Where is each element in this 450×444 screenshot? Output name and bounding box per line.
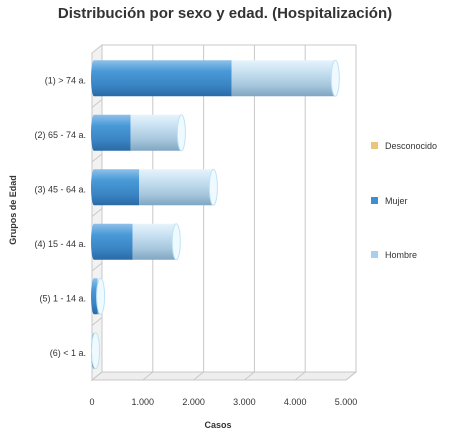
bar-segment-mujer <box>94 169 140 206</box>
bar-cap-start <box>91 169 97 206</box>
y-tick-labels: (1) > 74 a. (2) 65 - 74 a. (3) 45 - 64 a. (… <box>34 75 86 358</box>
bar-cap-end <box>330 59 340 97</box>
bar-cap-start <box>91 60 97 97</box>
legend-label-mujer: Mujer <box>385 196 408 206</box>
bar-segment-hombre <box>231 60 336 97</box>
bar-cap-end <box>91 332 101 370</box>
gridlines <box>91 45 357 381</box>
bar-cap-end <box>96 277 106 315</box>
legend-swatch-mujer <box>371 197 378 204</box>
bar-segment-hombre <box>130 114 182 151</box>
y-axis-title: Grupos de Edad <box>8 175 18 245</box>
bar-cap-end <box>208 168 218 206</box>
bars <box>91 59 340 370</box>
bar-cap-end <box>171 223 181 261</box>
x-tick-label: 2.000 <box>182 397 205 407</box>
bar-segment-hombre <box>132 223 177 260</box>
y-tick-label: (3) 45 - 64 a. <box>34 184 86 194</box>
legend-label-desconocido: Desconocido <box>385 141 437 151</box>
x-tick-label: 0 <box>89 397 94 407</box>
x-tick-label: 3.000 <box>233 397 256 407</box>
bar-cap-end <box>176 114 186 152</box>
gridline-floor <box>193 371 204 381</box>
band-separator <box>91 153 103 163</box>
bar-cap-start <box>91 278 97 315</box>
x-axis-title: Casos <box>204 420 231 430</box>
gridline-floor <box>91 371 103 381</box>
x-tick-label: 1.000 <box>132 397 155 407</box>
y-tick-label: (2) 65 - 74 a. <box>34 130 86 140</box>
band-separator <box>91 317 103 326</box>
y-tick-label: (5) 1 - 14 a. <box>39 293 86 303</box>
y-tick-label: (1) > 74 a. <box>45 75 86 85</box>
plot-floor <box>90 371 358 381</box>
x-tick-label: 5.000 <box>335 397 358 407</box>
bar-segment-hombre <box>139 169 214 206</box>
chart-title: Distribución por sexo y edad. (Hospitali… <box>57 5 393 22</box>
x-tick-labels: 0 1.000 2.000 3.000 4.000 5.000 <box>89 397 357 407</box>
x-tick-label: 4.000 <box>284 397 307 407</box>
band-separator <box>91 262 103 272</box>
gridline-floor <box>244 371 255 381</box>
gridline-floor <box>142 371 154 381</box>
bar-segment-mujer <box>94 223 133 260</box>
gridline-floor <box>294 371 306 381</box>
legend-swatch-desconocido <box>371 142 378 149</box>
legend-label-hombre: Hombre <box>385 250 417 260</box>
bar-cap-start <box>91 223 97 260</box>
band-separator <box>91 208 103 217</box>
bar-cap-start <box>91 114 97 151</box>
gridline-floor <box>345 371 357 381</box>
legend-swatch-hombre <box>371 251 378 258</box>
y-tick-label: (4) 15 - 44 a. <box>34 239 86 249</box>
y-tick-label: (6) < 1 a. <box>50 348 86 358</box>
legend: Desconocido Mujer Hombre <box>371 141 437 260</box>
bar-segment-mujer <box>94 60 232 97</box>
band-separator <box>91 99 103 108</box>
bar-segment-mujer <box>94 114 131 151</box>
